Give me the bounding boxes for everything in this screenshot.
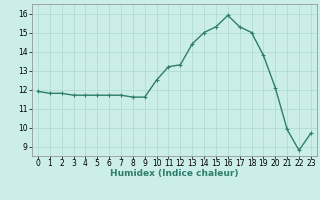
X-axis label: Humidex (Indice chaleur): Humidex (Indice chaleur) [110, 169, 239, 178]
